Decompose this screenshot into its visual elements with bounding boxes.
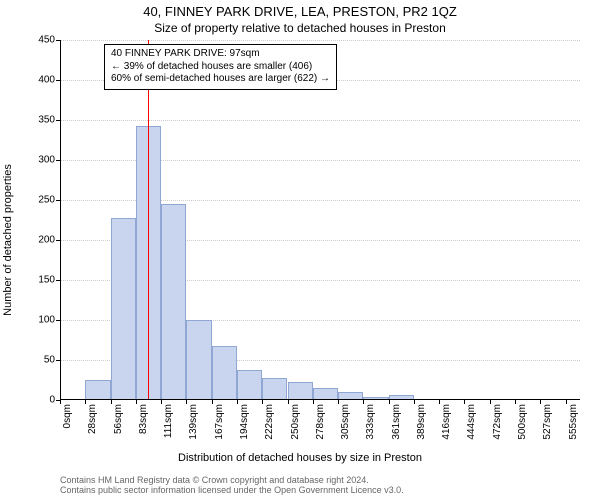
x-tick-label: 444sqm (466, 404, 477, 440)
x-tick-label: 83sqm (138, 404, 149, 434)
x-tick-label: 389sqm (416, 404, 427, 440)
x-tick-label: 250sqm (290, 404, 301, 440)
x-tick-label: 0sqm (62, 404, 73, 428)
x-tick-label: 333sqm (365, 404, 376, 440)
x-tick-label: 278sqm (315, 404, 326, 440)
credits-line1: Contains HM Land Registry data © Crown c… (60, 475, 404, 485)
annotation-line: ← 39% of detached houses are smaller (40… (111, 61, 330, 74)
x-tick-mark (389, 400, 390, 404)
annotation-layer: 40 FINNEY PARK DRIVE: 97sqm← 39% of deta… (60, 40, 580, 400)
x-tick-label: 56sqm (113, 404, 124, 434)
credits-line2: Contains public sector information licen… (60, 485, 404, 495)
credits: Contains HM Land Registry data © Crown c… (60, 475, 404, 496)
x-tick-mark (566, 400, 567, 404)
x-tick-label: 527sqm (542, 404, 553, 440)
x-tick-mark (338, 400, 339, 404)
annotation-box: 40 FINNEY PARK DRIVE: 97sqm← 39% of deta… (104, 44, 337, 90)
x-tick-mark (414, 400, 415, 404)
x-tick-mark (288, 400, 289, 404)
x-tick-mark (111, 400, 112, 404)
x-tick-label: 416sqm (441, 404, 452, 440)
x-tick-mark (515, 400, 516, 404)
x-tick-label: 500sqm (517, 404, 528, 440)
x-tick-label: 194sqm (239, 404, 250, 440)
x-tick-mark (60, 400, 61, 404)
x-tick-label: 555sqm (568, 404, 579, 440)
x-tick-label: 28sqm (87, 404, 98, 434)
chart-title-line1: 40, FINNEY PARK DRIVE, LEA, PRESTON, PR2… (0, 4, 600, 19)
x-tick-mark (490, 400, 491, 404)
x-tick-mark (212, 400, 213, 404)
chart-title-line2: Size of property relative to detached ho… (0, 21, 600, 35)
annotation-line: 40 FINNEY PARK DRIVE: 97sqm (111, 48, 330, 61)
x-tick-mark (237, 400, 238, 404)
plot-area: 050100150200250300350400450 0sqm28sqm56s… (60, 40, 580, 400)
x-tick-label: 111sqm (163, 404, 174, 438)
x-tick-mark (313, 400, 314, 404)
x-tick-mark (439, 400, 440, 404)
x-tick-label: 139sqm (188, 404, 199, 440)
x-tick-label: 222sqm (264, 404, 275, 440)
y-axis-label: Number of detached properties (2, 164, 14, 316)
x-tick-mark (161, 400, 162, 404)
x-tick-mark (136, 400, 137, 404)
x-tick-label: 361sqm (391, 404, 402, 440)
x-tick-label: 167sqm (214, 404, 225, 440)
chart-root: 40, FINNEY PARK DRIVE, LEA, PRESTON, PR2… (0, 0, 600, 500)
annotation-line: 60% of semi-detached houses are larger (… (111, 73, 330, 86)
x-tick-label: 472sqm (492, 404, 503, 440)
x-axis-label: Distribution of detached houses by size … (0, 452, 600, 464)
x-tick-label: 305sqm (340, 404, 351, 440)
